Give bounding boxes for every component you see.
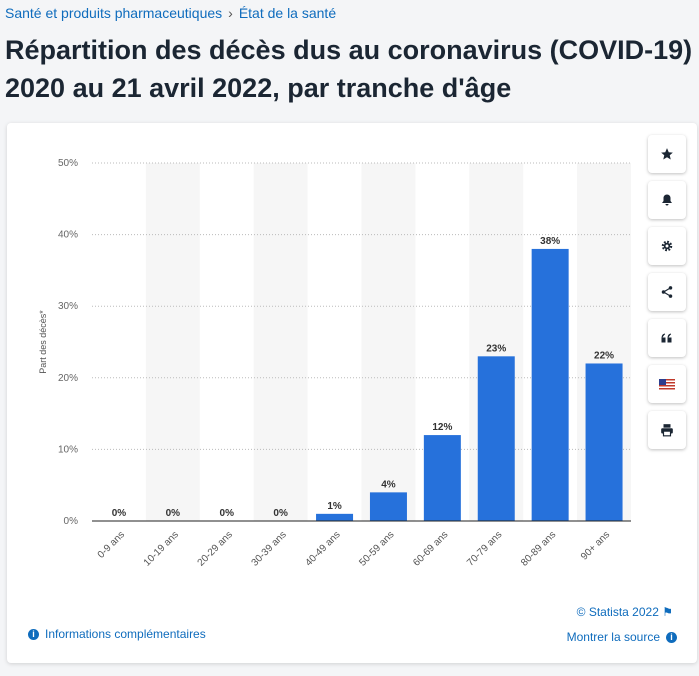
bar xyxy=(423,435,461,521)
notification-button[interactable] xyxy=(648,181,686,219)
category-label: 80-89 ans xyxy=(519,529,558,568)
share-icon xyxy=(661,286,673,298)
category-label: 30-39 ans xyxy=(250,529,289,568)
bar xyxy=(316,513,354,521)
category-band xyxy=(253,163,308,521)
y-tick-label: 40% xyxy=(58,230,78,241)
data-label: 0% xyxy=(220,508,235,519)
bar xyxy=(585,363,623,521)
bar xyxy=(369,492,407,521)
breadcrumb: Santé et produits pharmaceutiques › État d… xyxy=(5,5,336,25)
data-label: 12% xyxy=(432,422,452,433)
flag-us-icon xyxy=(659,378,675,390)
category-label: 70-79 ans xyxy=(465,529,504,568)
print-icon xyxy=(661,424,673,437)
y-tick-label: 0% xyxy=(64,516,79,527)
category-label: 50-59 ans xyxy=(357,529,396,568)
category-band xyxy=(361,163,416,521)
info-icon: i xyxy=(666,631,677,643)
y-tick-label: 10% xyxy=(58,444,78,455)
print-button[interactable] xyxy=(648,411,686,449)
category-label: 0-9 ans xyxy=(96,529,127,560)
source-link-label: Montrer la source xyxy=(566,630,660,644)
data-label: 0% xyxy=(166,508,181,519)
y-tick-label: 20% xyxy=(58,373,78,384)
info-icon: i xyxy=(28,628,39,640)
category-label: 90+ ans xyxy=(579,529,612,562)
data-label: 4% xyxy=(381,479,396,490)
category-label: 20-29 ans xyxy=(196,529,235,568)
cite-button[interactable] xyxy=(648,319,686,357)
data-label: 23% xyxy=(486,343,506,354)
copyright-label: © Statista 2022 xyxy=(576,605,659,619)
breadcrumb-item-etat[interactable]: État de la santé xyxy=(238,5,337,21)
y-axis-label: Part des décès* xyxy=(38,310,48,374)
category-label: 60-69 ans xyxy=(411,529,450,568)
language-button[interactable] xyxy=(648,365,686,403)
bar xyxy=(477,356,515,521)
bar xyxy=(531,248,569,522)
settings-button[interactable] xyxy=(648,227,686,265)
data-label: 22% xyxy=(594,350,614,361)
source-link[interactable]: Montrer la source i xyxy=(567,630,677,644)
bell-icon xyxy=(662,194,672,206)
info-link[interactable]: i Informations complémentaires xyxy=(28,627,206,641)
data-label: 1% xyxy=(327,501,342,512)
star-icon xyxy=(661,148,673,160)
copyright-text[interactable]: © Statista 2022 ⚑ xyxy=(577,605,673,619)
y-tick-label: 30% xyxy=(58,301,78,312)
chart-toolbar xyxy=(648,135,687,457)
data-label: 0% xyxy=(112,508,127,519)
data-label: 38% xyxy=(540,236,560,247)
quote-icon xyxy=(661,333,672,343)
flag-icon: ⚑ xyxy=(662,605,673,619)
page-title: Répartition des décès dus au coronavirus… xyxy=(5,35,693,103)
share-button[interactable] xyxy=(648,273,686,311)
breadcrumb-separator: › xyxy=(228,5,233,21)
category-label: 40-49 ans xyxy=(303,529,342,568)
category-band xyxy=(145,163,200,521)
breadcrumb-item-sante[interactable]: Santé et produits pharmaceutiques xyxy=(5,5,223,21)
gear-icon xyxy=(661,240,673,252)
favorite-button[interactable] xyxy=(648,135,686,173)
info-link-label: Informations complémentaires xyxy=(45,627,206,641)
data-label: 0% xyxy=(273,508,288,519)
y-tick-label: 50% xyxy=(58,158,78,169)
category-label: 10-19 ans xyxy=(142,529,181,568)
